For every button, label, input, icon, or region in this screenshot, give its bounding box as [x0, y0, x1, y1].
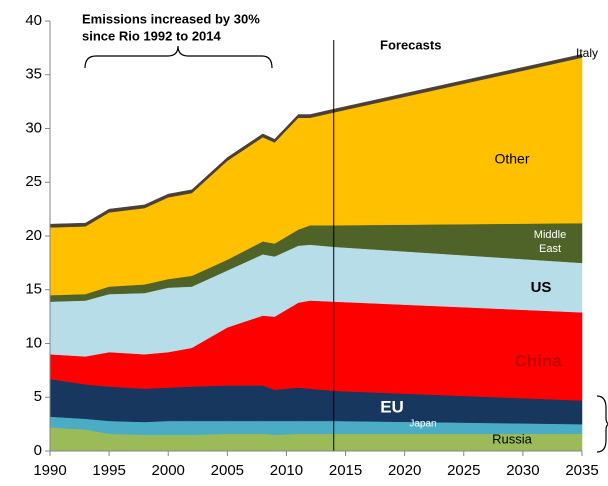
y-tick-label: 40: [25, 12, 42, 29]
x-tick-label: 2000: [152, 462, 185, 479]
y-tick-label: 35: [25, 66, 42, 83]
x-tick-label: 2025: [447, 462, 480, 479]
x-tick-label: 1990: [33, 462, 66, 479]
x-tick-label: 1995: [92, 462, 125, 479]
series-label: China: [514, 351, 562, 370]
y-tick-label: 0: [34, 442, 42, 459]
annotation: since Rio 1992 to 2014: [82, 28, 222, 43]
series-label: Russia: [492, 431, 533, 446]
series-label: US: [531, 279, 552, 296]
series-label: Japan: [409, 419, 436, 430]
x-tick-label: 2010: [270, 462, 303, 479]
y-tick-label: 30: [25, 119, 42, 136]
x-tick-label: 2005: [211, 462, 244, 479]
brace: [84, 45, 273, 69]
annotation: Emissions increased by 30%: [82, 11, 260, 26]
series-label: Middle East: [533, 229, 567, 255]
plot: [49, 54, 583, 452]
x-tick-label: 2015: [329, 462, 362, 479]
annotation: Forecasts: [380, 37, 441, 52]
brace: [596, 395, 608, 453]
y-tick-label: 5: [34, 388, 42, 405]
x-tick-label: 2020: [388, 462, 421, 479]
y-tick-label: 15: [25, 281, 42, 298]
x-tick-label: 2030: [506, 462, 539, 479]
x-tick-label: 2035: [565, 462, 598, 479]
area: [49, 54, 583, 228]
series-label: Middle East: [533, 229, 567, 255]
series-label: Other: [494, 151, 529, 167]
y-tick-label: 10: [25, 334, 42, 351]
y-tick-label: 20: [25, 227, 42, 244]
series-label: Italy: [576, 46, 598, 60]
y-tick-label: 25: [25, 173, 42, 190]
series-label: EU: [380, 397, 404, 416]
